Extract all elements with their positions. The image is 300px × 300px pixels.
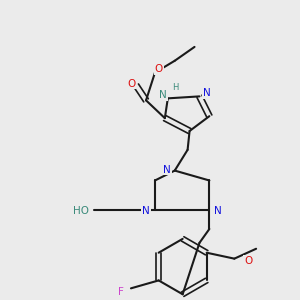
- Text: N: N: [202, 88, 210, 98]
- Text: O: O: [155, 64, 163, 74]
- Text: HO: HO: [73, 206, 89, 216]
- Text: N: N: [163, 165, 171, 175]
- Text: O: O: [127, 79, 135, 88]
- Text: N: N: [142, 206, 150, 216]
- Text: H: H: [172, 83, 179, 92]
- Text: F: F: [118, 287, 124, 297]
- Text: O: O: [244, 256, 252, 266]
- Text: N: N: [159, 90, 167, 100]
- Text: N: N: [214, 206, 222, 216]
